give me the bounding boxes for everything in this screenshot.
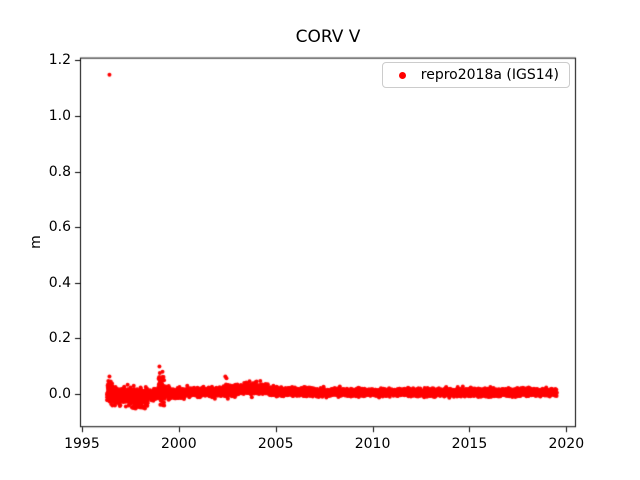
y-tick-label: 0.4 [48,274,71,291]
y-tick-label: 1.0 [48,107,71,124]
legend-label: repro2018a (IGS14) [420,67,559,83]
y-tick-label: 0.8 [48,163,71,180]
x-tick-label: 2000 [160,436,197,453]
legend-dot-icon [399,71,407,79]
x-tick-label: 2010 [354,436,391,453]
y-tick-label: 0.6 [48,219,71,236]
x-tick-label: 2020 [548,436,585,453]
y-axis-label: m [28,235,44,249]
chart-title: CORV V [295,27,361,47]
x-tick-label: 2005 [257,436,294,453]
y-tick-label: 0.0 [48,385,71,402]
legend: repro2018a (IGS14) [381,62,570,88]
x-tick-label: 2015 [451,436,488,453]
x-tick-label: 1995 [64,436,100,453]
legend-point-marker [391,68,415,82]
y-tick-label: 1.2 [48,52,71,69]
y-tick-label: 0.2 [48,330,71,347]
